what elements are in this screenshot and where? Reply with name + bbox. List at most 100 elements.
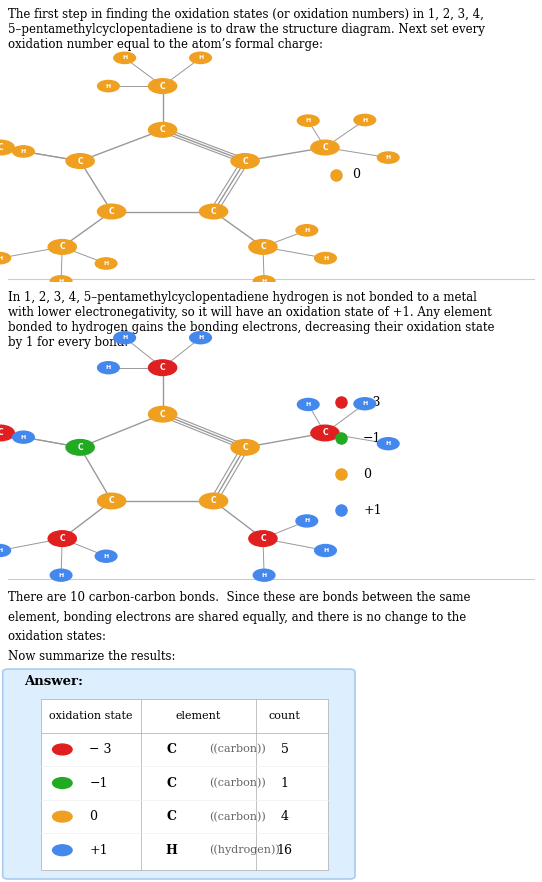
- Text: C: C: [322, 429, 328, 437]
- Text: C: C: [260, 534, 266, 543]
- Circle shape: [95, 258, 117, 269]
- Text: H: H: [106, 365, 111, 370]
- Circle shape: [199, 205, 228, 219]
- Text: 0: 0: [352, 168, 360, 182]
- Text: H: H: [166, 844, 177, 856]
- Text: H: H: [59, 572, 64, 578]
- Circle shape: [95, 550, 117, 562]
- Circle shape: [98, 362, 119, 374]
- Text: C: C: [0, 429, 3, 437]
- Text: C: C: [160, 409, 165, 419]
- Text: C: C: [166, 743, 177, 756]
- Text: C: C: [166, 811, 177, 823]
- Circle shape: [190, 52, 211, 64]
- Text: element, bonding electrons are shared equally, and there is no change to the: element, bonding electrons are shared eq…: [8, 610, 466, 624]
- Text: H: H: [306, 402, 311, 407]
- Circle shape: [0, 140, 14, 155]
- Circle shape: [0, 425, 14, 441]
- Circle shape: [296, 515, 318, 527]
- Text: H: H: [261, 572, 267, 578]
- Text: H: H: [304, 519, 309, 523]
- Circle shape: [296, 225, 318, 236]
- Circle shape: [354, 115, 376, 125]
- Circle shape: [12, 431, 34, 443]
- Circle shape: [114, 52, 136, 64]
- Text: Now summarize the results:: Now summarize the results:: [8, 649, 176, 662]
- Circle shape: [48, 531, 76, 546]
- Text: oxidation states:: oxidation states:: [8, 630, 106, 643]
- Text: 16: 16: [277, 844, 293, 856]
- Text: H: H: [122, 335, 127, 340]
- FancyBboxPatch shape: [41, 699, 328, 870]
- Circle shape: [53, 811, 72, 822]
- Text: H: H: [0, 548, 2, 553]
- Text: − 3: − 3: [89, 743, 112, 756]
- Text: H: H: [104, 554, 109, 558]
- Text: H: H: [104, 261, 109, 266]
- Circle shape: [53, 744, 72, 755]
- Circle shape: [311, 140, 339, 155]
- Text: C: C: [260, 243, 266, 251]
- Text: H: H: [198, 335, 203, 340]
- Circle shape: [315, 252, 337, 264]
- Text: The first step in finding the oxidation states (or oxidation numbers) in 1, 2, 3: The first step in finding the oxidation …: [8, 9, 485, 51]
- Circle shape: [377, 437, 399, 450]
- Text: C: C: [78, 443, 83, 452]
- Text: ((carbon)): ((carbon)): [210, 744, 266, 755]
- Text: H: H: [21, 149, 26, 154]
- Text: H: H: [385, 155, 391, 161]
- Text: 4: 4: [281, 811, 289, 823]
- Circle shape: [66, 439, 94, 455]
- Text: −1: −1: [89, 776, 108, 789]
- Text: H: H: [304, 228, 309, 233]
- Text: H: H: [323, 548, 328, 553]
- Text: 0: 0: [363, 467, 371, 481]
- Text: ((carbon)): ((carbon)): [210, 778, 266, 789]
- Text: C: C: [160, 81, 165, 91]
- Circle shape: [149, 407, 177, 422]
- Text: H: H: [59, 279, 64, 284]
- Text: 0: 0: [89, 811, 98, 823]
- Text: element: element: [176, 711, 221, 721]
- Circle shape: [315, 544, 337, 557]
- Circle shape: [53, 845, 72, 856]
- Text: C: C: [160, 363, 165, 372]
- Circle shape: [114, 332, 136, 344]
- Text: H: H: [362, 401, 367, 407]
- Circle shape: [354, 398, 376, 410]
- Circle shape: [298, 115, 319, 126]
- Text: C: C: [242, 443, 248, 452]
- Text: C: C: [211, 207, 216, 216]
- Circle shape: [149, 123, 177, 138]
- Text: H: H: [323, 256, 328, 261]
- Text: C: C: [78, 156, 83, 166]
- Text: C: C: [109, 497, 114, 505]
- Text: There are 10 carbon-carbon bonds.  Since these are bonds between the same: There are 10 carbon-carbon bonds. Since …: [8, 591, 470, 604]
- Circle shape: [98, 205, 126, 219]
- Text: H: H: [106, 84, 111, 88]
- Text: H: H: [122, 56, 127, 60]
- Circle shape: [53, 778, 72, 789]
- Text: In 1, 2, 3, 4, 5–pentamethylcyclopentadiene hydrogen is not bonded to a metal
wi: In 1, 2, 3, 4, 5–pentamethylcyclopentadi…: [8, 291, 495, 349]
- Text: C: C: [60, 243, 65, 251]
- Circle shape: [298, 399, 319, 410]
- Text: count: count: [269, 711, 301, 721]
- Circle shape: [12, 146, 34, 157]
- Text: −1: −1: [363, 431, 382, 445]
- Text: C: C: [211, 497, 216, 505]
- Text: H: H: [261, 279, 267, 284]
- Text: C: C: [166, 776, 177, 789]
- Text: ((carbon)): ((carbon)): [210, 811, 266, 822]
- Circle shape: [50, 276, 72, 287]
- Text: C: C: [60, 534, 65, 543]
- Circle shape: [311, 425, 339, 441]
- Circle shape: [253, 569, 275, 581]
- Text: +1: +1: [89, 844, 108, 856]
- Text: H: H: [306, 118, 311, 123]
- Circle shape: [249, 531, 277, 546]
- Circle shape: [190, 332, 211, 344]
- Circle shape: [0, 544, 10, 557]
- Text: C: C: [0, 143, 3, 152]
- Text: 1: 1: [281, 776, 289, 789]
- Text: 5: 5: [281, 743, 289, 756]
